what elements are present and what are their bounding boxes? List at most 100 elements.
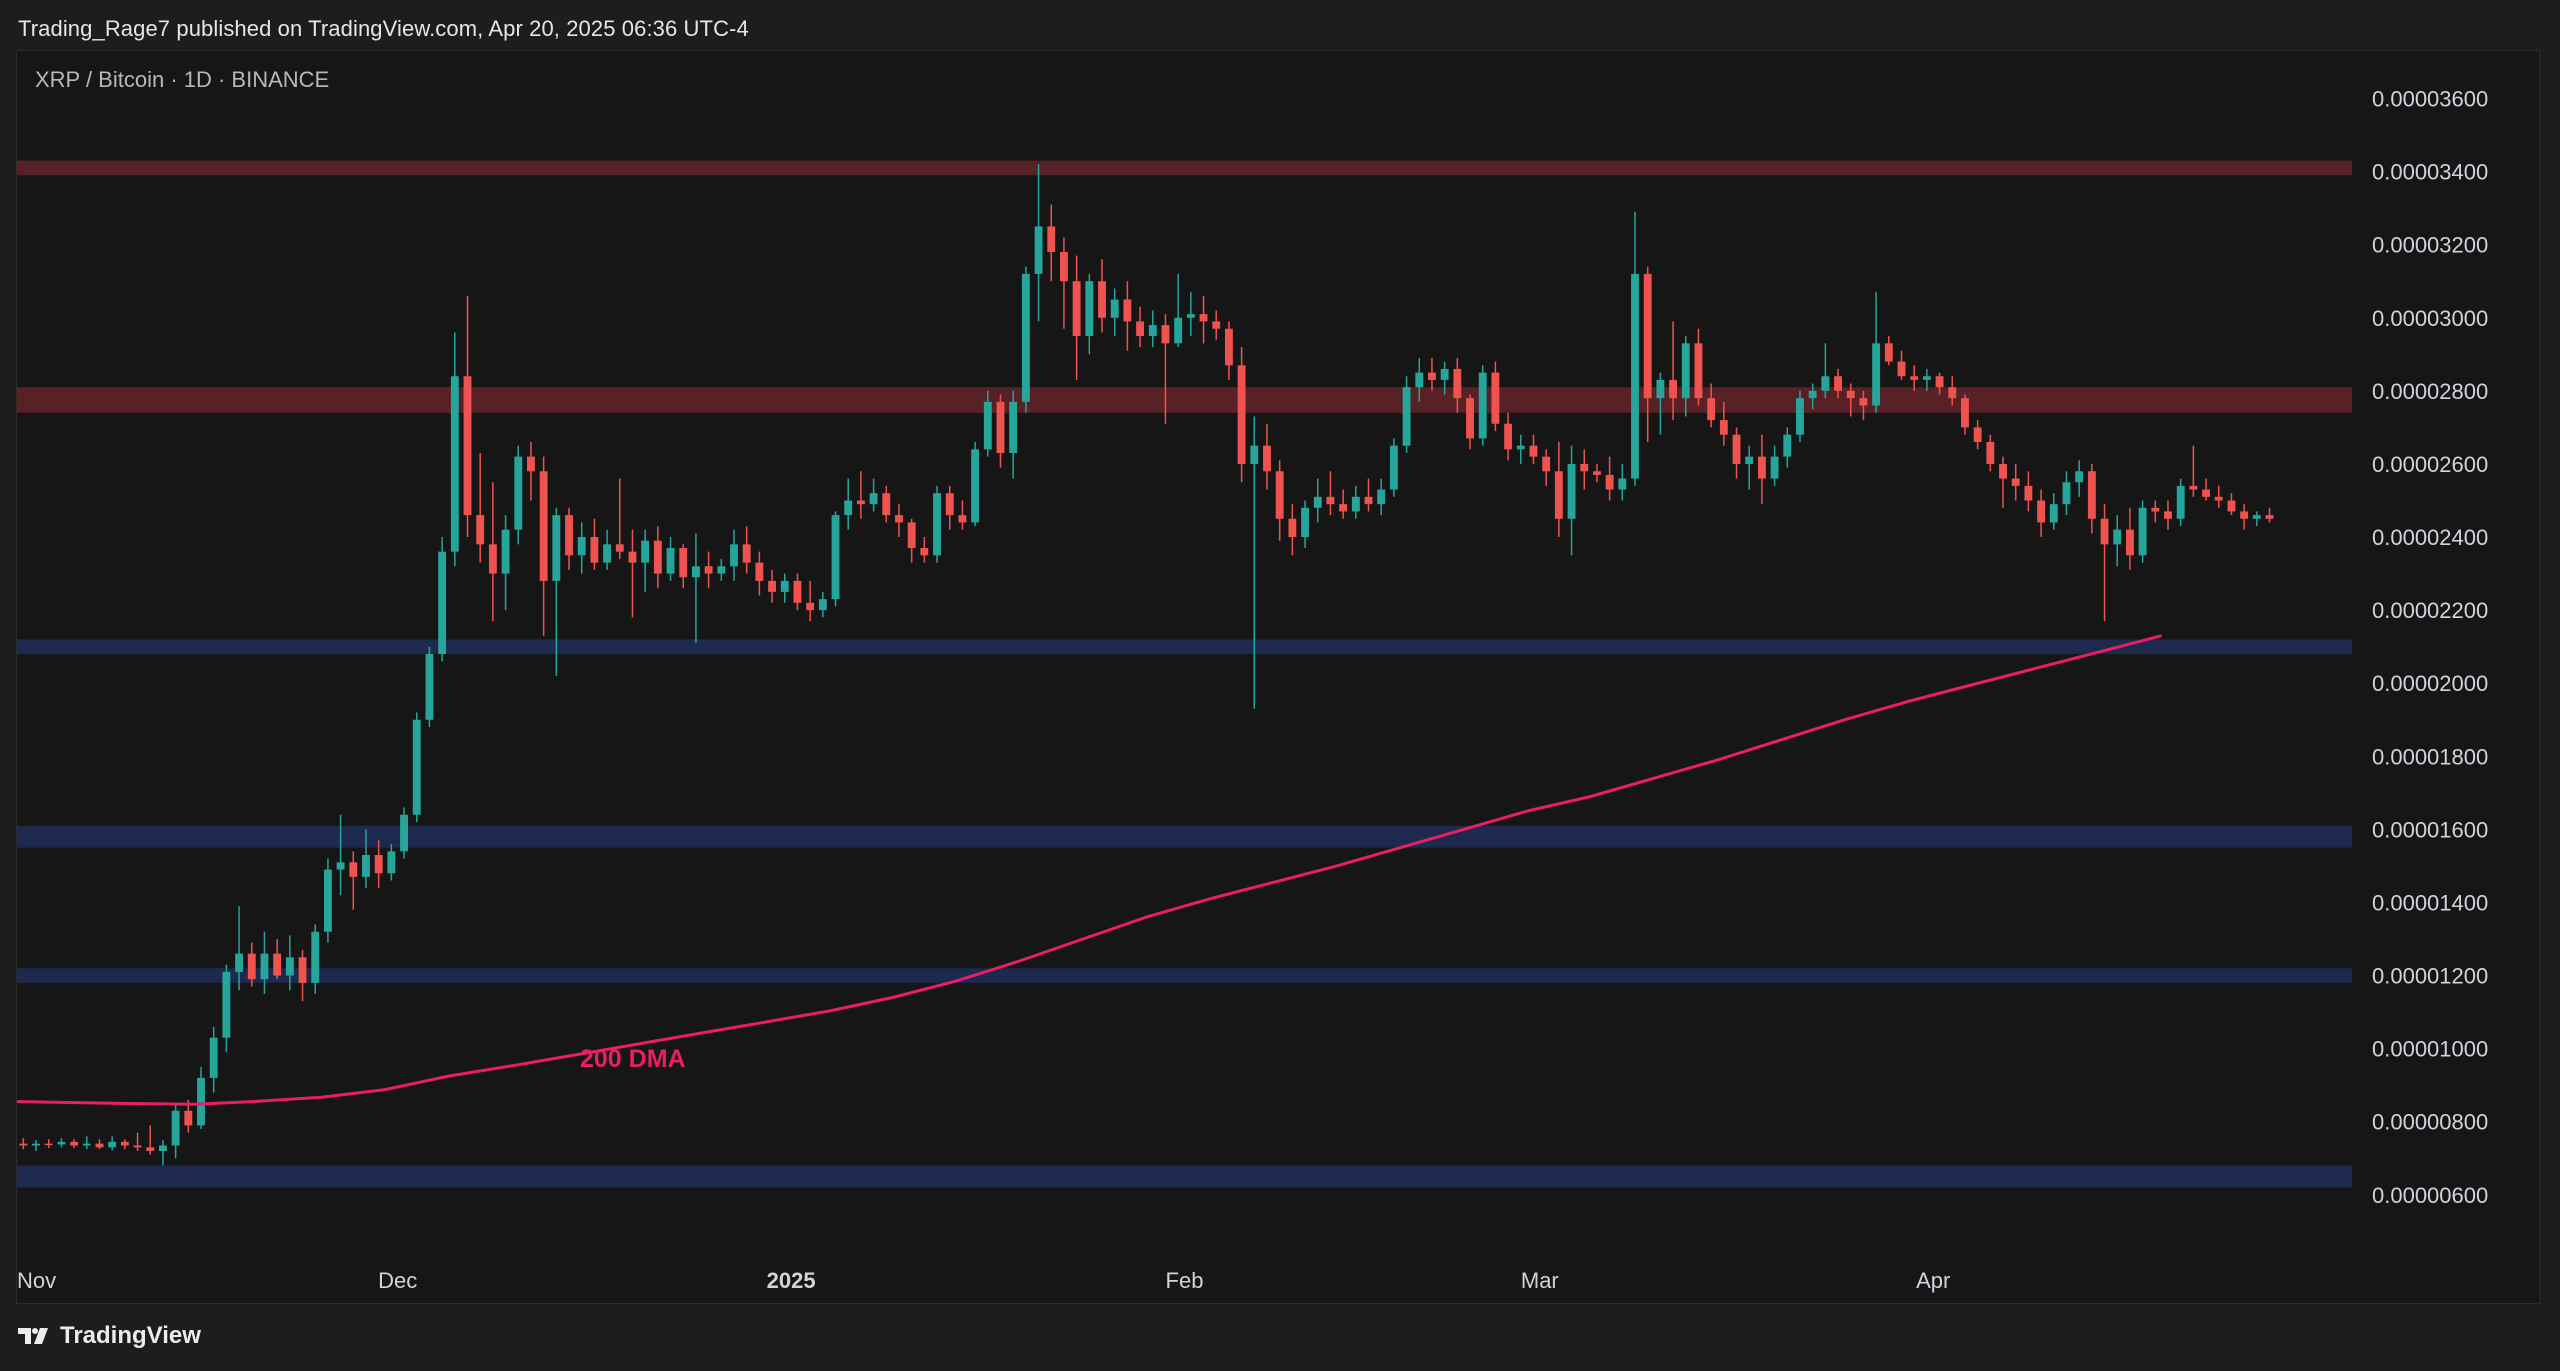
candle-body	[1199, 314, 1208, 322]
candle-body	[1567, 463, 1576, 519]
candle-body	[1656, 379, 1665, 399]
bear-candle	[704, 551, 713, 589]
bear-candle	[1212, 310, 1221, 340]
candle-body	[1060, 251, 1068, 282]
y-tick-label: 0.00001400	[2372, 890, 2488, 915]
candle-body	[2113, 529, 2122, 545]
bear-candle	[2189, 445, 2198, 497]
candle-body	[1313, 496, 1322, 508]
candle-body	[1440, 368, 1449, 380]
bear-candle	[1288, 504, 1297, 556]
candle-body	[666, 548, 675, 574]
y-tick-label: 0.00001000	[2372, 1037, 2488, 1062]
candle-body	[717, 566, 726, 574]
bull-candle	[1808, 383, 1817, 410]
candle-body	[1326, 496, 1335, 505]
bear-candle	[1910, 365, 1919, 391]
candle-body	[1821, 376, 1830, 391]
y-tick-label: 0.00000800	[2372, 1110, 2488, 1135]
candle-body	[2087, 471, 2096, 519]
tradingview-logo[interactable]: TradingView	[18, 1322, 201, 1350]
candle-body	[933, 493, 941, 556]
candle-body	[488, 544, 497, 574]
bull-candle	[1186, 292, 1195, 337]
candle-body	[552, 515, 561, 581]
candle-body	[1973, 427, 1982, 443]
candle-body	[2125, 529, 2134, 556]
candle-body	[1986, 442, 1995, 464]
candle-body	[1148, 325, 1157, 337]
bear-candle	[1732, 427, 1741, 479]
candle-body	[438, 551, 447, 654]
bear-candle	[1707, 383, 1716, 428]
bear-candle	[1428, 357, 1436, 391]
bull-candle	[197, 1066, 205, 1130]
bull-candle	[1440, 361, 1449, 395]
bull-candle	[1656, 372, 1665, 435]
bull-candle	[1021, 266, 1030, 413]
bull-candle	[1085, 273, 1094, 355]
bear-candle	[1999, 456, 2007, 508]
candle-body	[1250, 445, 1259, 464]
bear-candle	[679, 544, 688, 589]
candle-body	[349, 862, 358, 877]
candle-body	[1719, 420, 1728, 435]
y-tick-label: 0.00003400	[2372, 160, 2488, 185]
candle-body	[945, 493, 954, 516]
bear-candle	[1364, 478, 1373, 512]
candle-body	[2164, 511, 2172, 519]
bull-candle	[2049, 493, 2058, 530]
y-tick-label: 0.00001800	[2372, 744, 2488, 769]
bear-candle	[374, 840, 383, 888]
candle-body	[577, 537, 586, 556]
bull-candle	[311, 924, 320, 994]
bear-candle	[349, 851, 358, 910]
support-zone	[17, 968, 2352, 983]
candle-body	[679, 548, 688, 578]
y-tick-label: 0.00002000	[2372, 671, 2488, 696]
candle-body	[1377, 489, 1386, 505]
bull-candle	[412, 712, 421, 823]
bull-candle	[57, 1138, 66, 1148]
candle-body	[971, 449, 980, 523]
candle-body	[1580, 463, 1589, 472]
bull-candle	[387, 844, 396, 881]
bear-candle	[653, 526, 662, 589]
bear-candle	[1542, 449, 1551, 486]
bear-candle	[895, 504, 903, 538]
bear-candle	[1263, 423, 1271, 490]
bear-candle	[1060, 237, 1068, 329]
bear-candle	[120, 1139, 129, 1150]
candle-body	[1897, 361, 1906, 377]
candle-body	[2240, 511, 2249, 519]
bull-candle	[552, 507, 561, 676]
bull-candle	[1148, 310, 1157, 348]
candle-body	[2138, 507, 2147, 556]
bear-candle	[768, 569, 777, 603]
bear-candle	[958, 500, 967, 530]
bull-candle	[818, 591, 827, 618]
candle-body	[2214, 496, 2223, 501]
candle-body	[1554, 471, 1563, 519]
candle-body	[311, 931, 320, 983]
candle-body	[2100, 518, 2109, 545]
bull-candle	[691, 533, 700, 644]
x-tick-label: Nov	[17, 1268, 56, 1293]
bull-candle	[2138, 500, 2147, 563]
price-chart[interactable]: 200 DMA 0.000006000.000008000.000010000.…	[17, 51, 2540, 1304]
candle-body	[1504, 423, 1513, 450]
bear-candle	[476, 452, 485, 563]
candle-body	[1681, 343, 1690, 399]
candle-body	[2265, 515, 2274, 519]
candle-body	[1834, 376, 1842, 391]
candle-body	[2252, 515, 2261, 519]
candle-body	[1288, 518, 1297, 538]
bull-candle	[2113, 515, 2122, 567]
bull-candle	[222, 964, 231, 1053]
bull-candle	[1745, 445, 1754, 490]
support-zone	[17, 825, 2352, 848]
chart-frame[interactable]: 200 DMA 0.00000600 0.00000800 0.00001000 0.…	[16, 50, 2540, 1304]
candle-body	[450, 376, 459, 552]
tradingview-logo-text: TradingView	[60, 1322, 201, 1349]
candle-body	[603, 544, 612, 563]
